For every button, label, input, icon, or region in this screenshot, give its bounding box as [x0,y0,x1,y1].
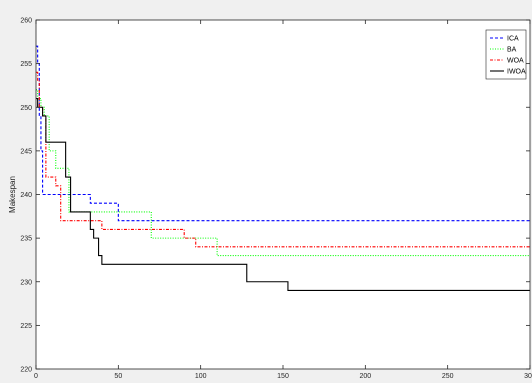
y-tick-label: 225 [20,323,32,330]
y-tick-label: 220 [20,367,32,374]
y-tick-label: 245 [20,148,32,155]
legend-items: ICA BA WOA IWOA [490,36,526,76]
series-line-iwoa [36,97,530,292]
legend: ICA BA WOA IWOA [485,29,527,80]
x-tick-label: 150 [277,373,289,380]
plot-area-background [36,20,530,369]
y-tick-label: 230 [20,279,32,286]
y-tick-label: 240 [20,192,32,199]
x-tick-label: 250 [442,373,454,380]
y-tick-label: 235 [20,236,32,243]
x-tick-label: 0 [34,373,38,380]
y-tick-label: 260 [20,18,32,25]
series-line-ba [36,89,530,257]
legend-label-iwoa: IWOA [507,69,526,76]
y-axis-label: Makespan [8,176,17,213]
x-tick-label: 100 [195,373,207,380]
y-tick-label: 250 [20,105,32,112]
y-tick-label: 255 [20,61,32,68]
y-axis-ticks: 220 225 230 235 240 245 250 255 260 [20,18,530,374]
series-line-woa [36,71,530,248]
legend-label-ba: BA [507,47,517,54]
x-tick-label: 200 [359,373,371,380]
x-axis-ticks: 0 50 100 150 200 250 300 [34,20,532,380]
legend-label-woa: WOA [507,58,524,65]
x-tick-label: 300 [524,373,532,380]
x-tick-label: 50 [114,373,122,380]
series-line-ica [36,45,530,222]
series-layer [36,45,530,292]
legend-label-ica: ICA [507,36,519,43]
